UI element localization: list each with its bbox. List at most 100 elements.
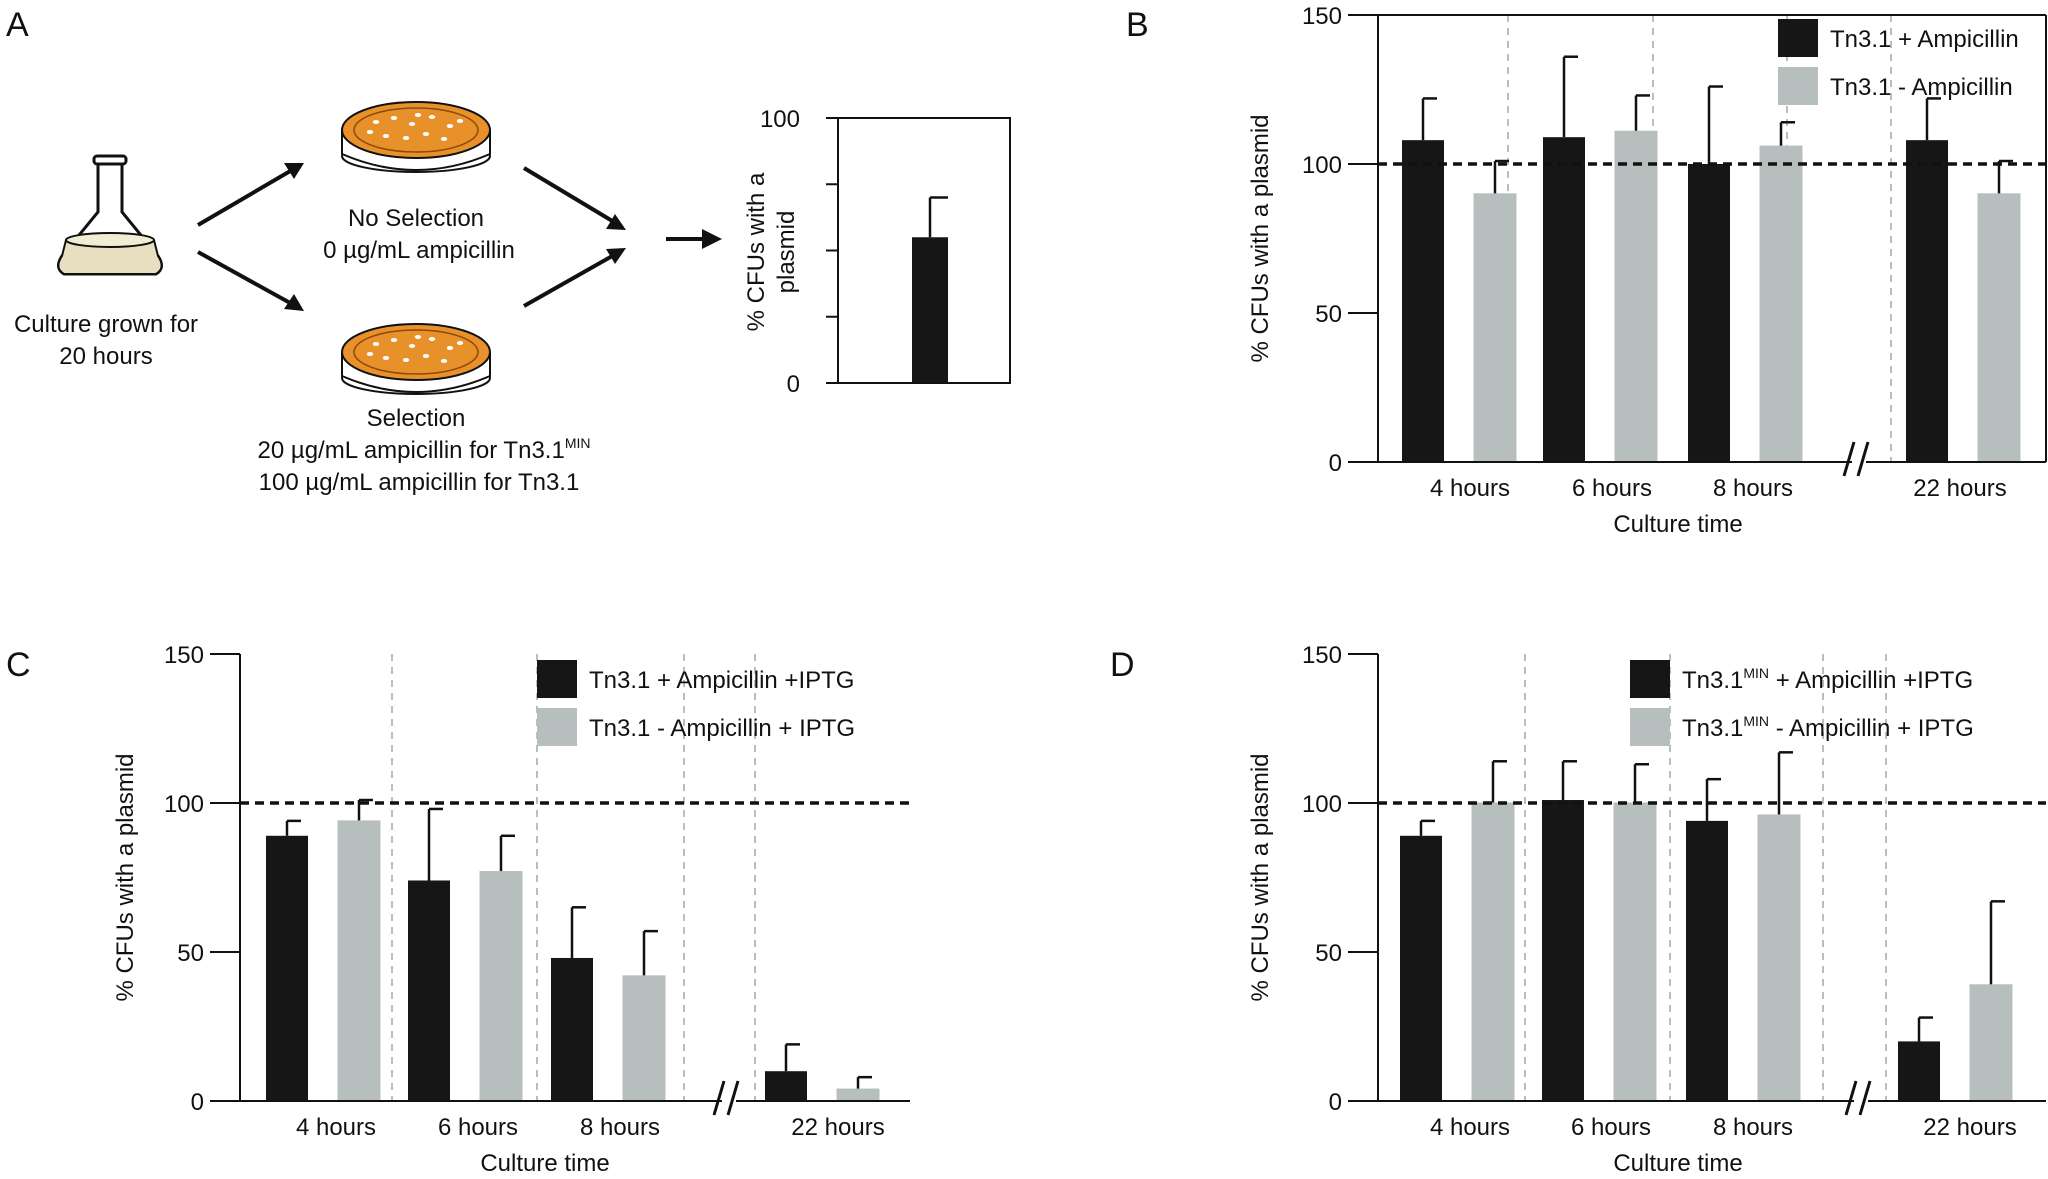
culture-caption-line-1: Culture grown for: [14, 311, 198, 338]
colony-dot: [422, 354, 430, 358]
colony-dot: [390, 338, 398, 342]
panel-d-label: D: [1110, 646, 1135, 684]
bar-dark: [1542, 800, 1584, 1101]
arrow-head-icon: [606, 214, 626, 230]
legend-swatch-light: [537, 708, 577, 746]
bar-dark: [1543, 137, 1585, 462]
y-axis-title: % CFUs with a plasmid: [112, 753, 139, 1001]
arrow-head-icon: [702, 229, 722, 249]
x-tick-label: 6 hours: [438, 1114, 518, 1141]
bar-dark: [551, 957, 593, 1101]
legend-swatch-dark: [1778, 19, 1818, 57]
legend-series-name: Tn3.1 - Ampicillin: [1830, 74, 2013, 101]
legend-series-name: Tn3.1: [589, 667, 650, 694]
colony-dot: [440, 359, 448, 363]
panel-b: B 0 50 100 150 4 hours 6 hours 8 hours 22 hours…: [1126, 3, 2047, 538]
arrow-converge-top: [522, 166, 616, 224]
x-tick-label: 22 hours: [791, 1114, 884, 1141]
colony-dot: [402, 136, 410, 140]
panel-b-bar-chart: 0 50 100 150 4 hours 6 hours 8 hours 22 hours Cu…: [1247, 3, 2047, 538]
y-tick-label: 100: [1302, 152, 1342, 179]
y-tick-label: 50: [1315, 301, 1342, 328]
x-tick-label: 4 hours: [1430, 475, 1510, 502]
legend-swatch-light: [1630, 708, 1670, 746]
panel-c-bar-chart: 0 50 100 150 4 hours 6 hours 8 hours 22 hours Cu…: [112, 642, 910, 1177]
legend-label: Tn3.1 - Ampicillin + IPTG: [589, 715, 855, 742]
colony-dot: [382, 356, 390, 360]
inset-y-axis-label-line-2: plasmid: [773, 211, 800, 294]
inset-bar: [912, 237, 948, 383]
y-tick-label: 150: [1302, 642, 1342, 669]
legend-swatch-dark: [537, 660, 577, 698]
colony-dot: [428, 337, 436, 341]
x-tick-label: 8 hours: [580, 1114, 660, 1141]
agar-plate-no-selection-icon: [341, 101, 491, 173]
selection-line-2-text: 20 µg/mL ampicillin for Tn3.1: [258, 437, 565, 464]
no-selection-concentration: 0 µg/mL ampicillin: [323, 237, 515, 264]
legend-swatch-light: [1778, 67, 1818, 105]
axis-break-mark: [1844, 1080, 1858, 1116]
panel-a-label: A: [6, 6, 29, 44]
axis-break-mark: [1858, 1080, 1872, 1116]
legend-label: Tn3.1MIN - Ampicillin + IPTG: [1682, 713, 1974, 742]
y-tick-label: 0: [191, 1089, 204, 1116]
agar-plate-selection-icon: [341, 323, 491, 395]
bar-light: [1614, 130, 1658, 463]
x-tick-label: 6 hours: [1572, 475, 1652, 502]
legend-label: Tn3.1 + Ampicillin: [1830, 26, 2019, 53]
axis-break-gap: [1854, 1077, 1868, 1117]
arrow-head-icon: [284, 163, 304, 179]
x-tick-label: 8 hours: [1713, 475, 1793, 502]
bar-light: [479, 871, 523, 1102]
colony-dot: [428, 115, 436, 119]
legend-swatch-dark: [1630, 660, 1670, 698]
colony-dot: [414, 335, 422, 339]
colony-dot: [366, 130, 374, 134]
arrow-to-no-selection: [196, 168, 294, 227]
x-axis-title: Culture time: [1613, 1150, 1742, 1177]
y-tick-label: 150: [1302, 3, 1342, 30]
y-tick-label: 50: [1315, 940, 1342, 967]
legend-superscript: MIN: [1743, 665, 1769, 681]
colony-dot: [408, 344, 416, 348]
legend-series-name: Tn3.1: [1682, 715, 1743, 742]
bar-light: [1977, 193, 2021, 463]
colony-dot: [402, 358, 410, 362]
colony-dot: [446, 124, 454, 128]
arrow-converge-bottom: [523, 253, 615, 308]
bar-light: [337, 820, 381, 1102]
inset-y-tick-label: 0: [787, 371, 800, 398]
axis-break-gap: [1852, 438, 1866, 478]
bar-dark: [1906, 140, 1948, 462]
selection-concentration-full: 100 µg/mL ampicillin for Tn3.1: [259, 469, 580, 496]
bar-light: [1757, 814, 1801, 1102]
axis-break-mark: [1856, 441, 1870, 477]
x-tick-label: 4 hours: [1430, 1114, 1510, 1141]
axis-break-mark: [726, 1080, 740, 1116]
legend-series-suffix: + Ampicillin +IPTG: [1769, 667, 1973, 694]
colony-dot: [440, 137, 448, 141]
legend-label: Tn3.1 + Ampicillin +IPTG: [589, 667, 854, 694]
colony-dot: [408, 122, 416, 126]
axis-break-gap: [722, 1077, 736, 1117]
colony-dot: [382, 134, 390, 138]
colony-dot: [422, 132, 430, 136]
colony-dot: [456, 341, 464, 345]
bar-dark: [1686, 820, 1728, 1101]
legend-series-name: Tn3.1: [1682, 667, 1743, 694]
y-axis-title: % CFUs with a plasmid: [1247, 753, 1274, 1001]
colony-dot: [456, 119, 464, 123]
legend-label: Tn3.1 - Ampicillin: [1830, 74, 2013, 101]
colony-dot: [390, 116, 398, 120]
selection-title: Selection: [367, 405, 466, 432]
bar-dark: [408, 880, 450, 1101]
bar-dark: [1402, 140, 1444, 462]
colony-dot: [372, 342, 380, 346]
arrow-head-icon: [606, 248, 626, 264]
selection-line-2-superscript: MIN: [565, 435, 591, 451]
legend-superscript: MIN: [1743, 713, 1769, 729]
bar-light: [1759, 145, 1803, 463]
legend-series-suffix: + Ampicillin +IPTG: [650, 667, 854, 694]
bar-light: [1471, 802, 1515, 1102]
inset-bar-chart: 0 100 % CFUs with a plasmid: [743, 106, 1011, 398]
